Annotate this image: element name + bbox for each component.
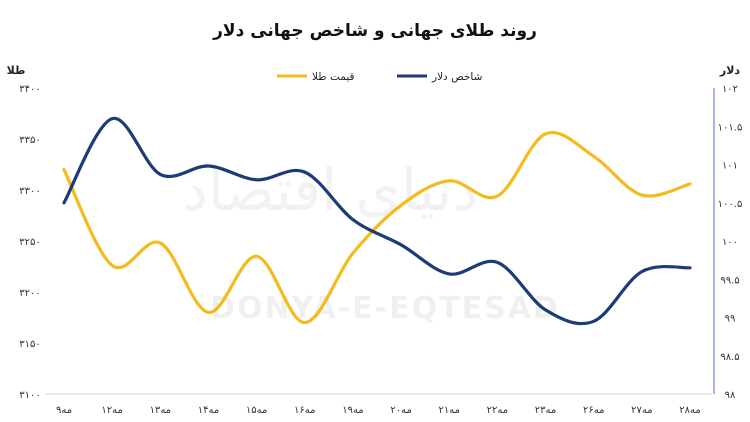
gold-price-line: [62, 130, 692, 325]
x-tick-label: ۱۶مه: [294, 405, 315, 416]
x-tick-label: ۲۰مه: [390, 405, 411, 416]
x-tick-label: ۲۸مه: [679, 405, 700, 416]
right-axis-title: دلار: [719, 64, 741, 77]
x-tick-label: ۲۳مه: [535, 405, 556, 416]
left-tick-label: ۳۳۰۰: [19, 186, 40, 197]
right-tick-label: ۹۹: [725, 314, 736, 325]
x-tick-label: ۱۹مه: [342, 405, 363, 416]
legend-label-dollar: شاخص دلار: [431, 71, 482, 83]
right-tick-label: ۱۰۱.۵: [718, 122, 743, 133]
legend-label-gold: قیمت طلا: [312, 71, 355, 83]
watermark-latin: DONYA-E-EQTESAD: [210, 291, 560, 326]
x-tick-label: ۲۷مه: [631, 405, 652, 416]
x-tick-label: ۱۲مه: [101, 405, 122, 416]
right-tick-label: ۹۹.۵: [720, 275, 739, 286]
left-tick-label: ۳۳۵۰: [19, 135, 40, 146]
right-tick-label: ۱۰۰: [722, 237, 738, 248]
x-tick-label: ۱۵مه: [246, 405, 267, 416]
series-layer: [62, 116, 692, 326]
left-tick-label: ۳۱۰۰: [19, 390, 40, 401]
left-axis-ticks: ۳۱۰۰ ۳۱۵۰ ۳۲۰۰ ۳۲۵۰ ۳۳۰۰ ۳۳۵۰ ۳۴۰۰: [19, 84, 40, 401]
watermark: دنیای اقتصاد DONYA-E-EQTESAD: [182, 156, 560, 326]
x-tick-label: ۲۲مه: [487, 405, 508, 416]
x-tick-label: ۲۱مه: [438, 405, 459, 416]
x-tick-label: ۱۴مه: [198, 405, 219, 416]
legend: قیمت طلا شاخص دلار: [277, 71, 482, 83]
x-tick-label: ۲۶مه: [583, 405, 604, 416]
chart-title: روند طلای جهانی و شاخص جهانی دلار: [212, 21, 537, 41]
left-tick-label: ۳۲۰۰: [19, 288, 40, 299]
left-tick-label: ۳۴۰۰: [19, 84, 40, 95]
right-tick-label: ۱۰۱: [722, 161, 738, 172]
right-tick-label: ۱۰۰.۵: [718, 199, 743, 210]
left-tick-label: ۳۲۵۰: [19, 237, 40, 248]
right-tick-label: ۹۸.۵: [720, 352, 739, 363]
dollar-index-line: [62, 116, 692, 326]
right-axis-ticks: ۹۸ ۹۸.۵ ۹۹ ۹۹.۵ ۱۰۰ ۱۰۰.۵ ۱۰۱ ۱۰۱.۵ ۱۰۲: [718, 84, 743, 401]
left-axis-title: طلا: [7, 64, 26, 77]
x-tick-label: ۹مه: [56, 405, 72, 416]
x-axis-ticks: ۹مه ۱۲مه ۱۳مه ۱۴مه ۱۵مه ۱۶مه ۱۹مه ۲۰مه ۲۱مه ۲۲مه ۲…: [56, 405, 701, 416]
left-tick-label: ۳۱۵۰: [19, 339, 40, 350]
right-tick-label: ۹۸: [725, 390, 736, 401]
right-tick-label: ۱۰۲: [722, 84, 738, 95]
x-tick-label: ۱۳مه: [150, 405, 171, 416]
watermark-persian: دنیای اقتصاد: [182, 156, 478, 224]
